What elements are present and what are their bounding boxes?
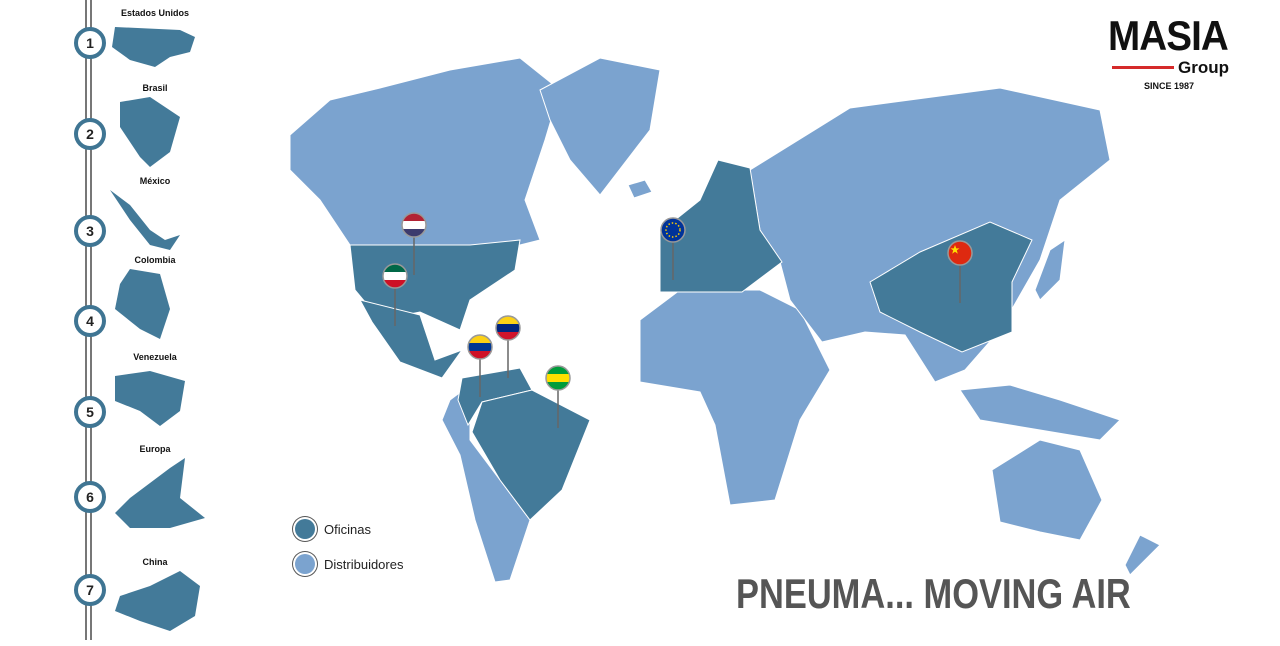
- logo-red-bar: [1112, 66, 1174, 69]
- venezuela-flag-pin[interactable]: [495, 315, 521, 378]
- step-1: 1: [74, 27, 106, 59]
- north-america-region: [289, 57, 561, 246]
- legend-distributors-label: Distribuidores: [324, 556, 404, 572]
- country-thumbnail: [112, 27, 195, 67]
- step-label: Brasil: [142, 83, 168, 93]
- logo-sub: Group: [1178, 58, 1229, 77]
- greenland-region: [539, 57, 661, 196]
- step-2: 2: [74, 118, 106, 150]
- step-6: 6: [74, 481, 106, 513]
- brazil-region: [471, 389, 591, 521]
- distributor-swatch: [295, 554, 315, 574]
- country-thumbnail: [120, 97, 180, 167]
- step-label: México: [139, 176, 171, 186]
- country-thumbnail: [115, 571, 200, 631]
- logo-since: SINCE 1987: [1144, 81, 1195, 91]
- logo-brand: MASIA: [1108, 12, 1229, 59]
- colombia-flag-pin[interactable]: [467, 334, 493, 397]
- australia-region: [991, 439, 1103, 541]
- europe-region: [659, 159, 783, 293]
- step-label: China: [142, 557, 168, 567]
- country-thumbnail: [115, 371, 185, 426]
- legend-offices: Oficinas: [295, 519, 371, 539]
- mexico-flag-pin[interactable]: [382, 263, 408, 326]
- new-zealand-region: [1124, 534, 1161, 576]
- flag-pins: [382, 212, 973, 428]
- legend-distributors: Distribuidores: [295, 554, 403, 574]
- legend-offices-label: Oficinas: [324, 521, 371, 537]
- step-7: 7: [74, 574, 106, 606]
- step-label: Colombia: [134, 255, 176, 265]
- africa-region: [639, 289, 831, 506]
- office-swatch: [295, 519, 315, 539]
- step-label: Europa: [139, 444, 171, 454]
- step-label: Venezuela: [133, 352, 177, 362]
- us-flag-pin[interactable]: [401, 212, 427, 275]
- china-region: [869, 221, 1033, 353]
- eu-flag-pin[interactable]: [660, 217, 686, 280]
- country-thumbnail: [110, 190, 180, 250]
- masia-group-logo: MASIA Group SINCE 1987: [1108, 12, 1248, 92]
- step-label: Estados Unidos: [120, 8, 189, 18]
- country-thumbnail: [115, 269, 170, 339]
- step-4: 4: [74, 305, 106, 337]
- china-flag-pin[interactable]: [947, 240, 973, 303]
- brazil-flag-pin[interactable]: [545, 365, 571, 428]
- country-thumbnail: [115, 458, 205, 528]
- iceland-region: [627, 179, 653, 199]
- slogan: PNEUMA... MOVING AIR: [736, 570, 1131, 617]
- southeast-asia-region: [959, 384, 1121, 441]
- mexico-region: [359, 299, 464, 379]
- asia-region: [749, 87, 1111, 383]
- step-3: 3: [74, 215, 106, 247]
- step-5: 5: [74, 396, 106, 428]
- japan-region: [1034, 238, 1066, 301]
